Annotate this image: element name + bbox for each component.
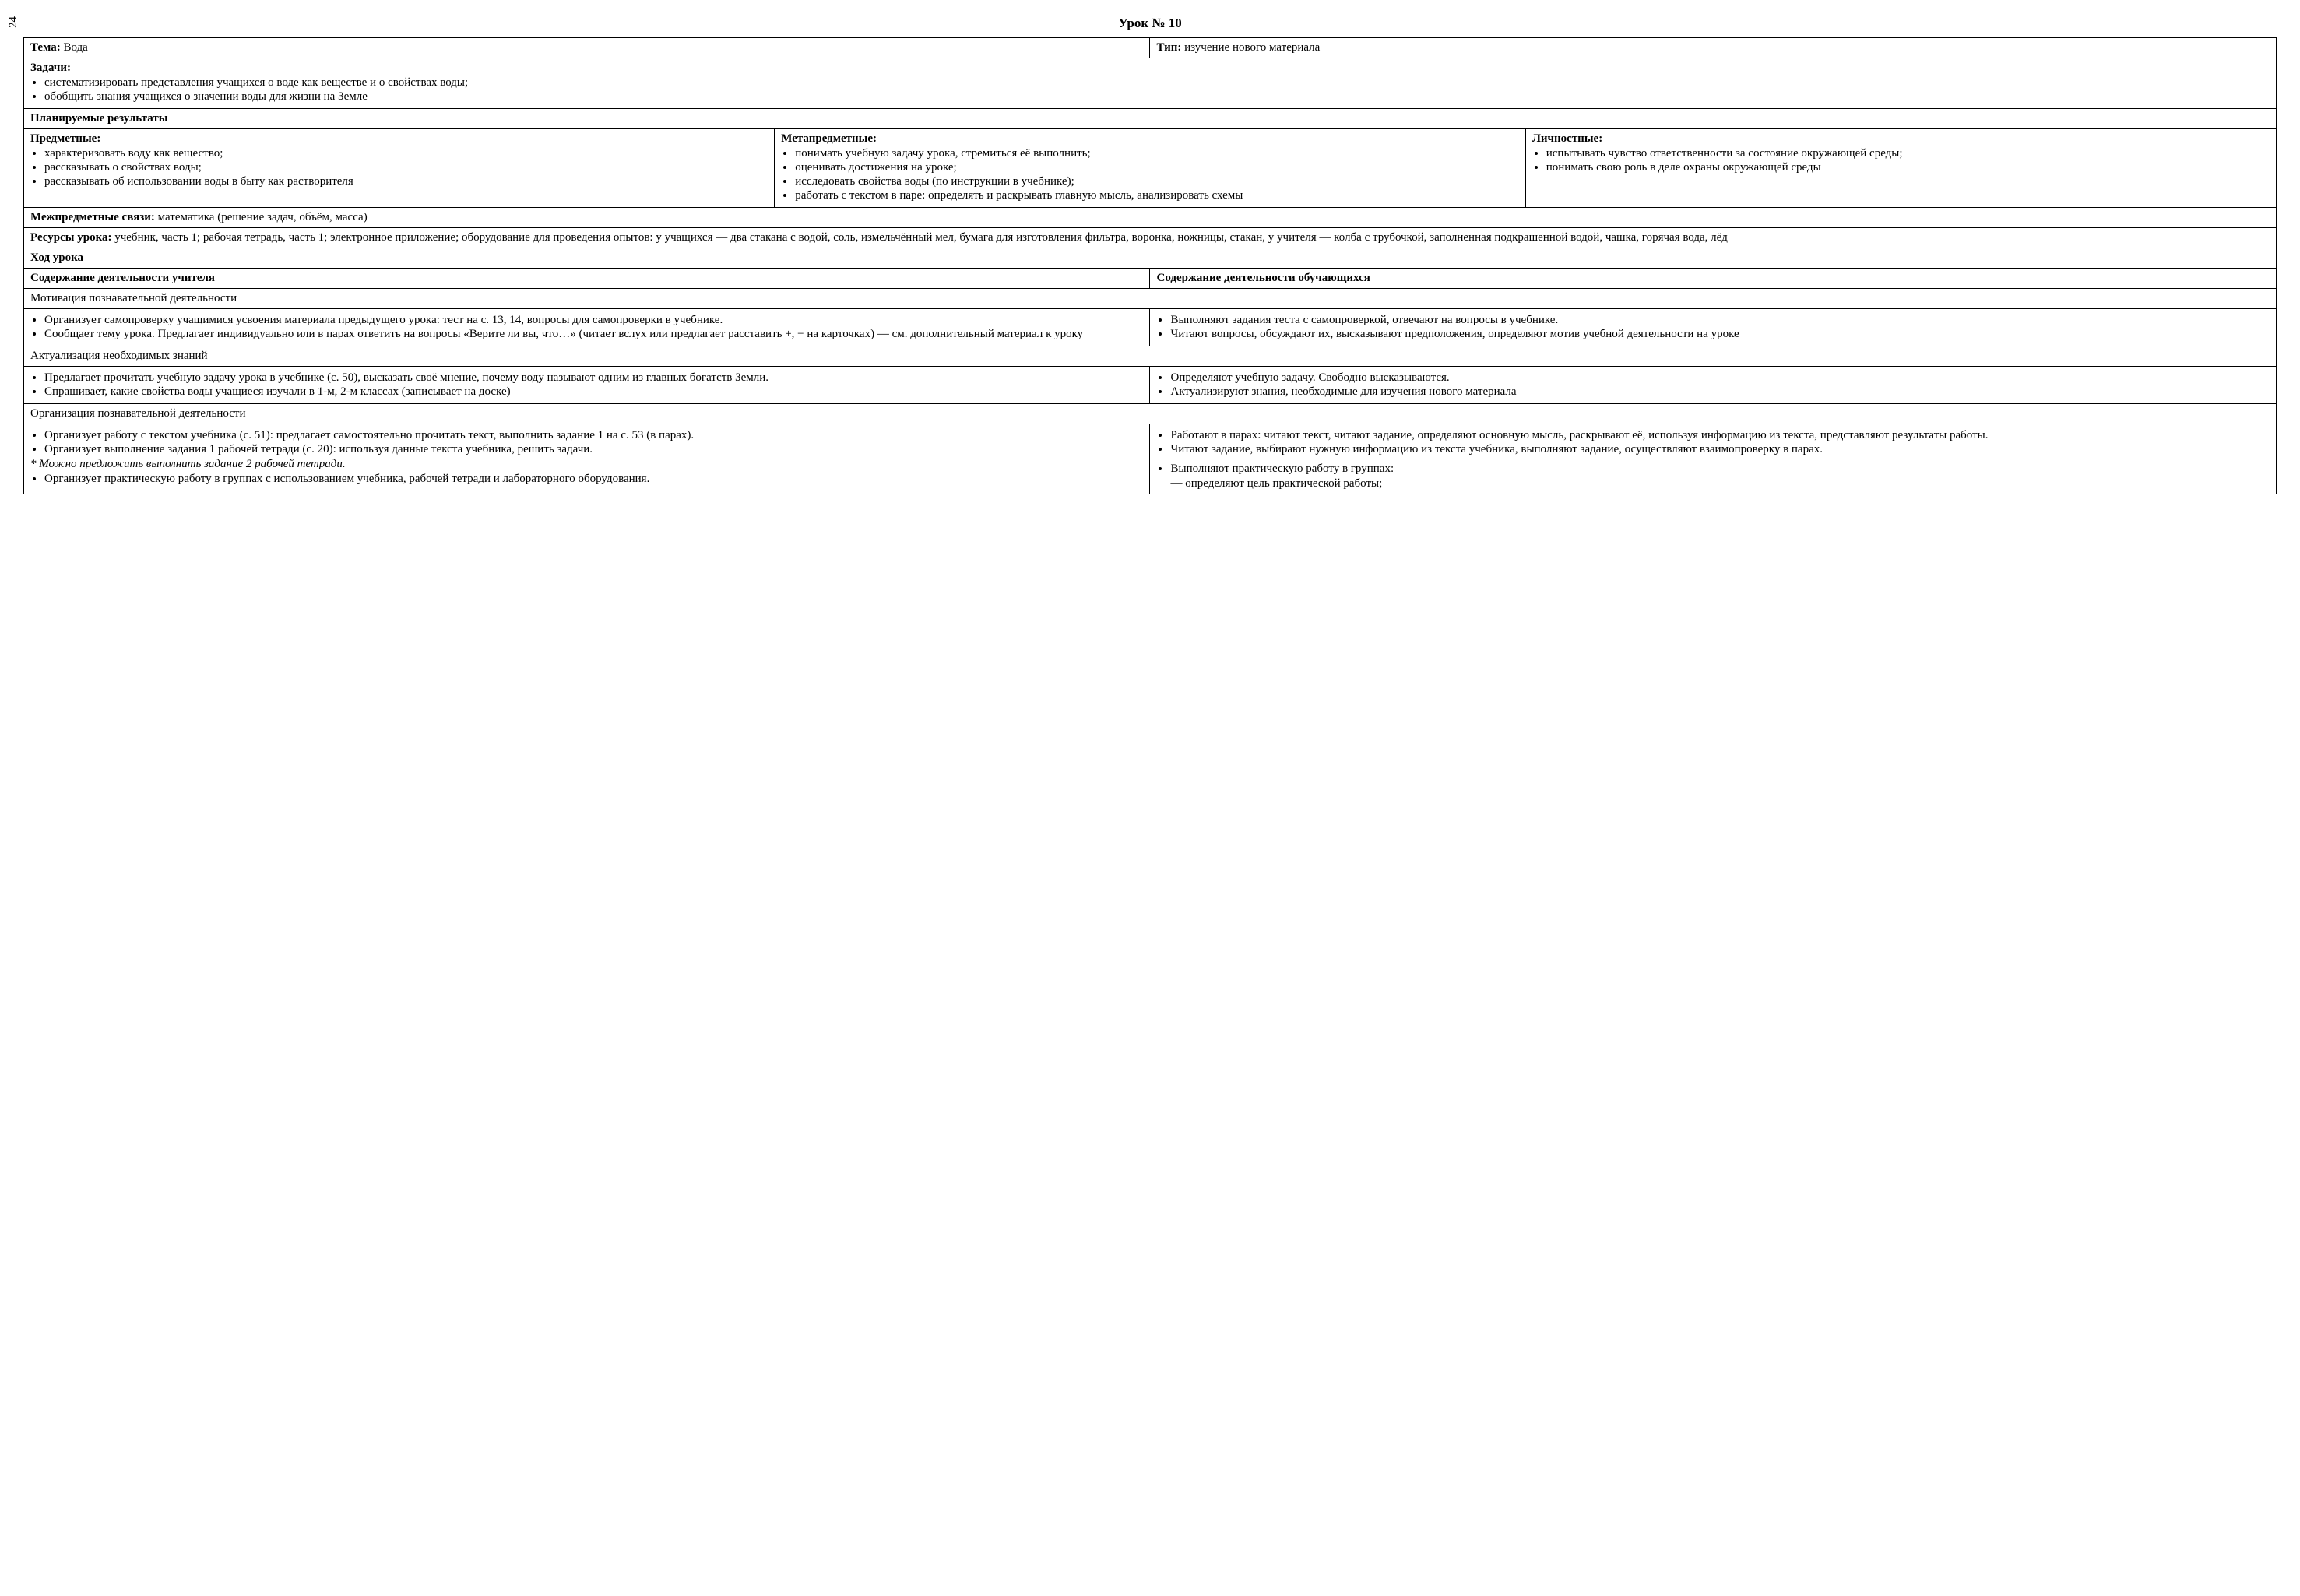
list-item: Выполняют задания теста с самопроверкой,…: [1170, 314, 2270, 327]
org-student-list: Работают в парах: читают текст, читают з…: [1156, 429, 2270, 476]
list-item: Предлагает прочитать учебную задачу урок…: [44, 371, 1143, 385]
task-item: обобщить знания учащихся о значении воды…: [44, 90, 2270, 104]
actual-student-cell: Определяют учебную задачу. Свободно выск…: [1150, 367, 2277, 404]
resources-value: учебник, часть 1; рабочая тетрадь, часть…: [114, 231, 1728, 244]
list-item: Организует практическую работу в группах…: [44, 473, 1143, 486]
list-item: Организует самопроверку учащимися усвоен…: [44, 314, 1143, 327]
lesson-title: Урок № 10: [23, 16, 2277, 31]
org-student-cell: Работают в парах: читают текст, читают з…: [1150, 424, 2277, 494]
resources-label: Ресурсы урока:: [30, 231, 111, 244]
list-item: Организует выполнение задания 1 рабочей …: [44, 443, 1143, 456]
meta-label: Метапредметные:: [781, 132, 877, 145]
interdisc-cell: Межпредметные связи: математика (решение…: [24, 208, 2277, 228]
org-student-dash: — определяют цель практической работы;: [1156, 477, 2270, 490]
motivation-student-cell: Выполняют задания теста с самопроверкой,…: [1150, 309, 2277, 346]
list-item: Работают в парах: читают текст, читают з…: [1170, 429, 2270, 442]
personal-label: Личностные:: [1532, 132, 1602, 145]
meta-item: понимать учебную задачу урока, стремитьс…: [795, 147, 1519, 160]
tasks-cell: Задачи: систематизировать представления …: [24, 58, 2277, 109]
personal-item: испытывать чувство ответственности за со…: [1546, 147, 2270, 160]
motivation-teacher-list: Организует самопроверку учащимися усвоен…: [30, 314, 1143, 341]
tasks-list: систематизировать представления учащихся…: [30, 76, 2270, 104]
topic-cell: Тема: Вода: [24, 38, 1150, 58]
tasks-label: Задачи:: [30, 62, 71, 74]
actual-header: Актуализация необходимых знаний: [24, 346, 2277, 367]
list-item: Спрашивает, какие свойства воды учащиеся…: [44, 385, 1143, 399]
task-item: систематизировать представления учащихся…: [44, 76, 2270, 90]
teacher-header: Содержание деятельности учителя: [24, 269, 1150, 289]
page-number: 24: [7, 16, 20, 28]
org-teacher-cell: Организует работу с текстом учебника (с.…: [24, 424, 1150, 494]
actual-teacher-list: Предлагает прочитать учебную задачу урок…: [30, 371, 1143, 399]
list-item: Актуализируют знания, необходимые для из…: [1170, 385, 2270, 399]
list-item: Выполняют практическую работу в группах:: [1170, 462, 2270, 476]
type-label: Тип:: [1156, 41, 1181, 54]
planned-results-header: Планируемые результаты: [24, 109, 2277, 129]
type-cell: Тип: изучение нового материала: [1150, 38, 2277, 58]
interdisc-value: математика (решение задач, объём, масса): [158, 211, 368, 223]
subject-label: Предметные:: [30, 132, 100, 145]
org-teacher-list-2: Организует практическую работу в группах…: [30, 473, 1143, 486]
motivation-header: Мотивация познавательной деятельности: [24, 289, 2277, 309]
lesson-plan-table: Тема: Вода Тип: изучение нового материал…: [23, 37, 2277, 494]
type-value: изучение нового материала: [1184, 41, 1320, 54]
topic-value: Вода: [63, 41, 87, 54]
motivation-student-list: Выполняют задания теста с самопроверкой,…: [1156, 314, 2270, 341]
motivation-teacher-cell: Организует самопроверку учащимися усвоен…: [24, 309, 1150, 346]
subject-item: характеризовать воду как вещество;: [44, 147, 768, 160]
student-header: Содержание деятельности обучающихся: [1150, 269, 2277, 289]
org-teacher-list: Организует работу с текстом учебника (с.…: [30, 429, 1143, 456]
meta-results-cell: Метапредметные: понимать учебную задачу …: [775, 129, 1526, 208]
personal-item: понимать свою роль в деле охраны окружаю…: [1546, 161, 2270, 174]
personal-list: испытывать чувство ответственности за со…: [1532, 147, 2270, 174]
meta-item: работать с текстом в паре: определять и …: [795, 189, 1519, 202]
subject-item: рассказывать об использовании воды в быт…: [44, 175, 768, 188]
actual-teacher-cell: Предлагает прочитать учебную задачу урок…: [24, 367, 1150, 404]
personal-results-cell: Личностные: испытывать чувство ответстве…: [1525, 129, 2276, 208]
interdisc-label: Межпредметные связи:: [30, 211, 155, 223]
list-item: Читают задание, выбирают нужную информац…: [1170, 443, 2270, 456]
org-header: Организация познавательной деятельности: [24, 404, 2277, 424]
meta-item: оценивать достижения на уроке;: [795, 161, 1519, 174]
list-item: Организует работу с текстом учебника (с.…: [44, 429, 1143, 442]
course-header: Ход урока: [24, 248, 2277, 269]
subject-results-cell: Предметные: характеризовать воду как вещ…: [24, 129, 775, 208]
list-item: Сообщает тему урока. Предлагает индивиду…: [44, 328, 1143, 341]
meta-item: исследовать свойства воды (по инструкции…: [795, 175, 1519, 188]
subject-item: рассказывать о свойствах воды;: [44, 161, 768, 174]
resources-cell: Ресурсы урока: учебник, часть 1; рабочая…: [24, 228, 2277, 248]
org-teacher-note: * Можно предложить выполнить задание 2 р…: [30, 458, 1143, 471]
meta-list: понимать учебную задачу урока, стремитьс…: [781, 147, 1519, 202]
actual-student-list: Определяют учебную задачу. Свободно выск…: [1156, 371, 2270, 399]
subject-list: характеризовать воду как вещество; расск…: [30, 147, 768, 188]
list-item: Определяют учебную задачу. Свободно выск…: [1170, 371, 2270, 385]
topic-label: Тема:: [30, 41, 61, 54]
list-item: Читают вопросы, обсуждают их, высказываю…: [1170, 328, 2270, 341]
